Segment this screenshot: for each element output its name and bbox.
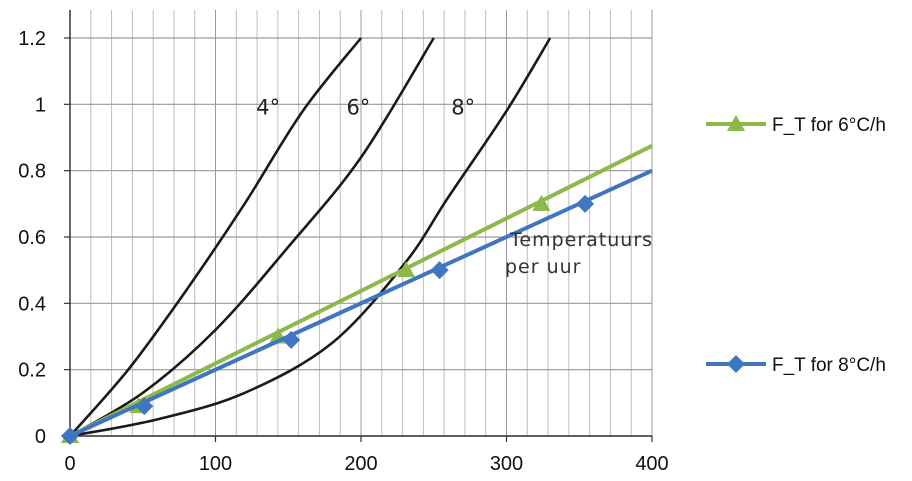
curve-label: 6° [346, 95, 370, 119]
curve-1 [69, 37, 363, 437]
y-tick-label: 1 [35, 94, 46, 116]
labels-group: Temperatuurs per uur [505, 229, 653, 278]
x-tick-label: 200 [344, 453, 377, 475]
data-point-diamond [576, 194, 595, 213]
y-tick-label: 0.4 [18, 293, 46, 315]
y-tick-label: 1.2 [18, 28, 46, 50]
y-tick-label: 0.2 [18, 360, 46, 382]
legend-marker-diamond [727, 355, 745, 373]
data-point-triangle [397, 261, 416, 278]
axes: 0 100 200 300 400 0 0.2 0.4 0.6 0.8 1 1.2 [18, 10, 669, 475]
data-point-diamond [430, 261, 449, 280]
x-tick-label: 400 [635, 453, 668, 475]
background-curves: 4° 6° 8° [69, 37, 552, 438]
grid [69, 10, 653, 437]
data-point-diamond [282, 330, 301, 349]
series-line [69, 168, 653, 438]
x-tick-label: 300 [490, 453, 523, 475]
series-line [69, 144, 653, 438]
legend-label: F_T for 6°C/h [772, 115, 886, 136]
data-point-diamond [61, 427, 79, 445]
y-tick-label: 0 [35, 426, 46, 448]
y-tick-label: 0.6 [18, 227, 46, 249]
annotation-line-2: per uur [505, 256, 582, 278]
series-group [61, 144, 653, 445]
data-point-diamond [135, 397, 154, 416]
y-tick-label: 0.8 [18, 161, 46, 183]
legend: F_T for 6°C/h F_T for 8°C/h [706, 115, 886, 376]
curve-label: 4° [256, 95, 280, 119]
x-tick-label: 0 [64, 453, 75, 475]
curve-2 [69, 37, 435, 438]
legend-label: F_T for 8°C/h [772, 355, 886, 376]
annotation-line-1: Temperatuurs [509, 229, 653, 251]
curve-label: 8° [451, 95, 475, 119]
data-point-triangle [532, 194, 551, 211]
x-tick-label: 100 [199, 453, 232, 475]
legend-marker-triangle [727, 115, 745, 131]
curve-3 [69, 37, 552, 438]
